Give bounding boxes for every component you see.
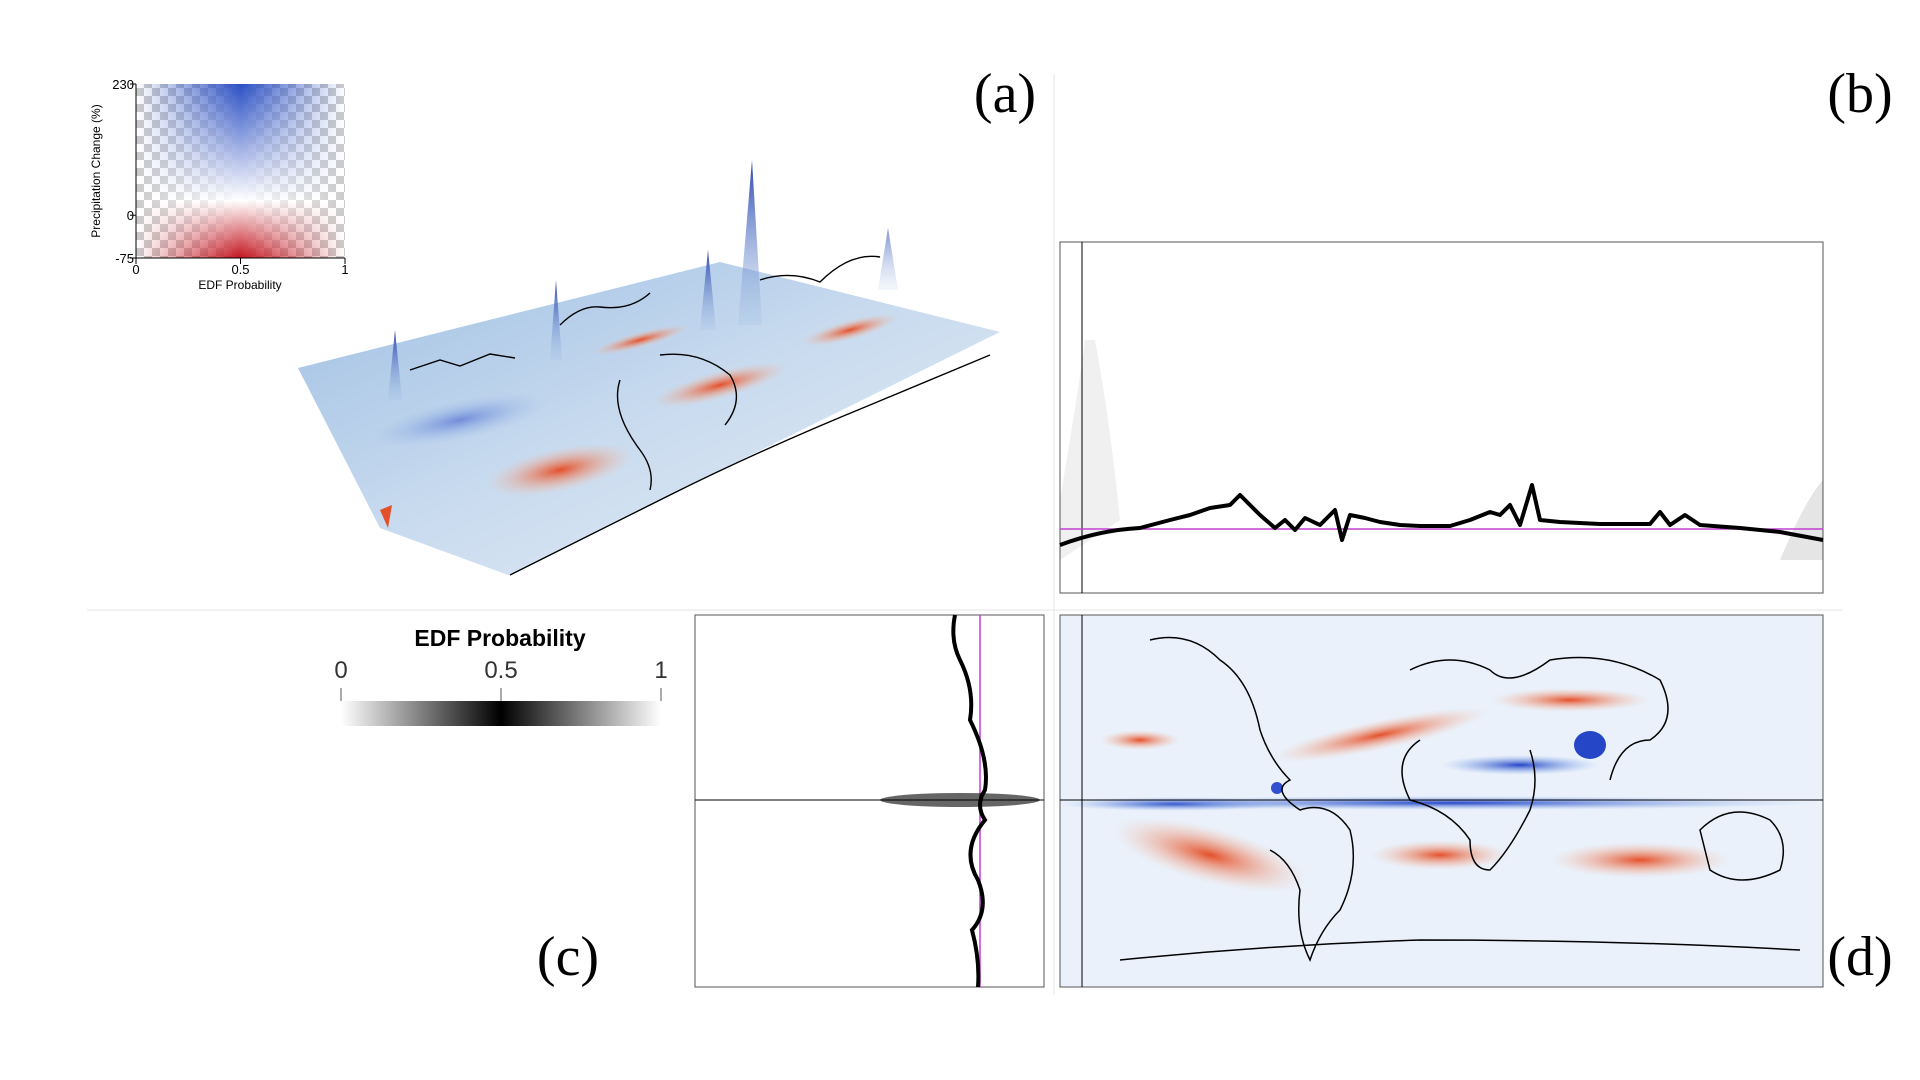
panel-label: (a)	[974, 63, 1036, 125]
panel-label: (d)	[1827, 926, 1892, 988]
panel-b-plot	[1059, 241, 1824, 594]
y-tick-label: 230	[112, 77, 134, 92]
x-tick-label: 0.5	[231, 262, 249, 277]
inset-x-label: EDF Probability	[198, 278, 281, 292]
panel-d-map	[1059, 614, 1824, 988]
x-tick-label: 0	[132, 262, 139, 277]
y-tick-label: -75	[115, 251, 134, 266]
colorbar-ticks: 0 0.5 1	[334, 657, 668, 701]
colorbar-tick-label: 1	[654, 657, 667, 684]
panel-label: (b)	[1827, 63, 1892, 125]
surface-3d	[298, 160, 1000, 576]
y-tick-label: 0	[127, 208, 134, 223]
panel-c-plot	[694, 614, 1045, 988]
colorbar-title: EDF Probability	[414, 625, 585, 651]
panel-label: (c)	[537, 926, 599, 988]
colorbar: EDF Probability	[341, 625, 661, 726]
inset-y-label: Precipitation Change (%)	[89, 104, 103, 237]
colorbar-tick-label: 0.5	[484, 657, 517, 684]
inset-colormap: EDF Probability Precipitation Change (%)	[89, 84, 345, 292]
colorbar-tick-label: 0	[334, 657, 347, 684]
x-tick-label: 1	[341, 262, 348, 277]
